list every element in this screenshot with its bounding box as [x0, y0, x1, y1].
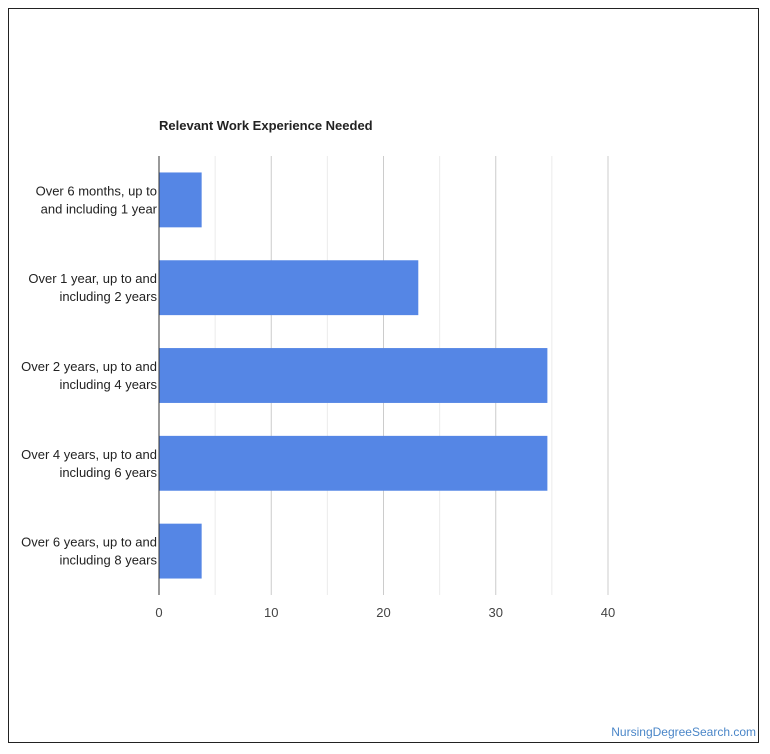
category-label-line: Over 6 years, up to and: [21, 535, 157, 550]
bar: [159, 435, 548, 491]
bar: [159, 260, 419, 316]
x-tick-label: 30: [489, 605, 503, 620]
source-link[interactable]: NursingDegreeSearch.com: [611, 725, 756, 739]
category-label-line: including 2 years: [59, 289, 157, 304]
x-tick-label: 0: [155, 605, 162, 620]
category-label-line: Over 2 years, up to and: [21, 359, 157, 374]
tick-labels: 0 10 20 30 40: [155, 605, 615, 620]
category-label-line: Over 6 months, up to: [36, 183, 157, 198]
bar: [159, 172, 202, 228]
category-label: Over 2 years, up to and including 4 years: [21, 359, 157, 392]
category-label-line: and including 1 year: [41, 201, 158, 216]
category-label: Over 6 years, up to and including 8 years: [21, 535, 157, 568]
category-label-line: including 4 years: [59, 377, 157, 392]
category-label-line: including 6 years: [59, 465, 157, 480]
bar: [159, 348, 548, 403]
category-label-line: Over 4 years, up to and: [21, 447, 157, 462]
x-tick-label: 40: [601, 605, 615, 620]
category-label-line: Over 1 year, up to and: [28, 271, 157, 286]
chart-title: Relevant Work Experience Needed: [159, 118, 373, 133]
category-label: Over 6 months, up to and including 1 year: [36, 183, 158, 216]
category-label: Over 4 years, up to and including 6 years: [21, 447, 157, 480]
bar: [159, 523, 202, 579]
x-tick-label: 20: [376, 605, 390, 620]
category-label-line: including 8 years: [59, 553, 157, 568]
category-label: Over 1 year, up to and including 2 years: [28, 271, 157, 304]
x-tick-label: 10: [264, 605, 278, 620]
category-labels: Over 6 months, up to and including 1 year…: [21, 183, 158, 567]
bars: [159, 172, 548, 579]
